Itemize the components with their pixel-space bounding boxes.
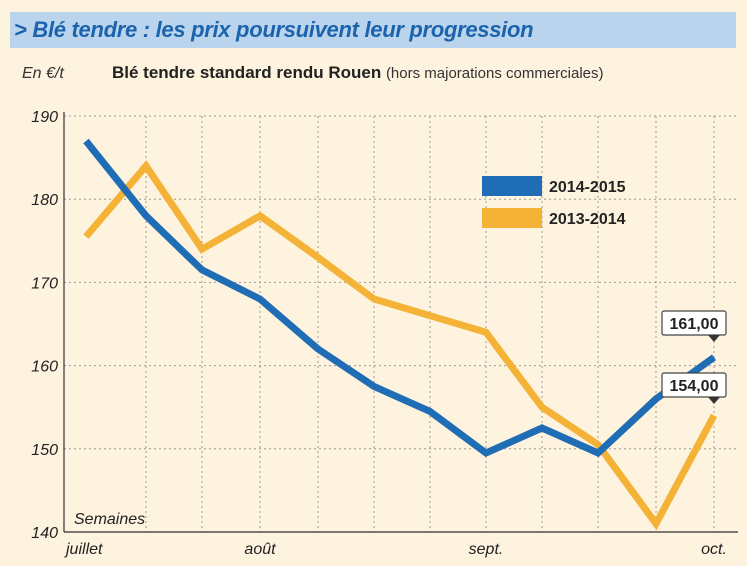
x-labels: Semaines juillet août sept. oct. <box>64 511 727 558</box>
y-tick-label: 140 <box>31 525 58 542</box>
y-ticks: 140 150 160 170 180 190 <box>31 109 58 542</box>
value-label-text: 154,00 <box>670 378 719 395</box>
legend-swatch <box>482 208 542 228</box>
legend: 2014-2015 2013-2014 <box>482 176 626 228</box>
axes <box>63 112 738 533</box>
x-month-label: juillet <box>64 541 103 558</box>
series-line-2014-2015 <box>83 138 717 458</box>
annotations: 161,00 154,00 <box>661 310 727 404</box>
unit-label: En €/t <box>22 65 64 82</box>
x-month-label: août <box>244 541 276 558</box>
y-tick-label: 180 <box>31 192 58 209</box>
legend-label: 2014-2015 <box>549 179 626 196</box>
legend-swatch <box>482 176 542 196</box>
chart-subtitle: Blé tendre standard rendu Rouen (hors ma… <box>112 63 604 83</box>
chart-title: > Blé tendre : les prix poursuivent leur… <box>14 17 534 42</box>
series-lines <box>83 138 718 531</box>
y-tick-label: 190 <box>31 109 58 126</box>
value-label-text: 161,00 <box>670 316 719 333</box>
y-tick-label: 170 <box>31 275 58 292</box>
legend-label: 2013-2014 <box>549 211 626 228</box>
grid <box>64 115 738 532</box>
value-label-pointer <box>708 397 720 404</box>
x-axis-label: Semaines <box>74 511 145 528</box>
subtitle-note: (hors majorations commerciales) <box>385 65 604 82</box>
subtitle-main: Blé tendre standard rendu Rouen <box>112 63 382 82</box>
value-label-box <box>661 310 727 336</box>
title-bar <box>10 12 736 48</box>
value-label: 154,00 <box>661 372 727 404</box>
y-tick-label: 150 <box>31 442 58 459</box>
x-month-label: sept. <box>469 541 504 558</box>
value-label-box <box>661 372 727 398</box>
y-tick-label: 160 <box>31 359 58 376</box>
value-label-pointer <box>708 335 720 342</box>
value-label: 161,00 <box>661 310 727 342</box>
series-line-2013-2014 <box>83 160 718 531</box>
x-month-label: oct. <box>701 541 727 558</box>
